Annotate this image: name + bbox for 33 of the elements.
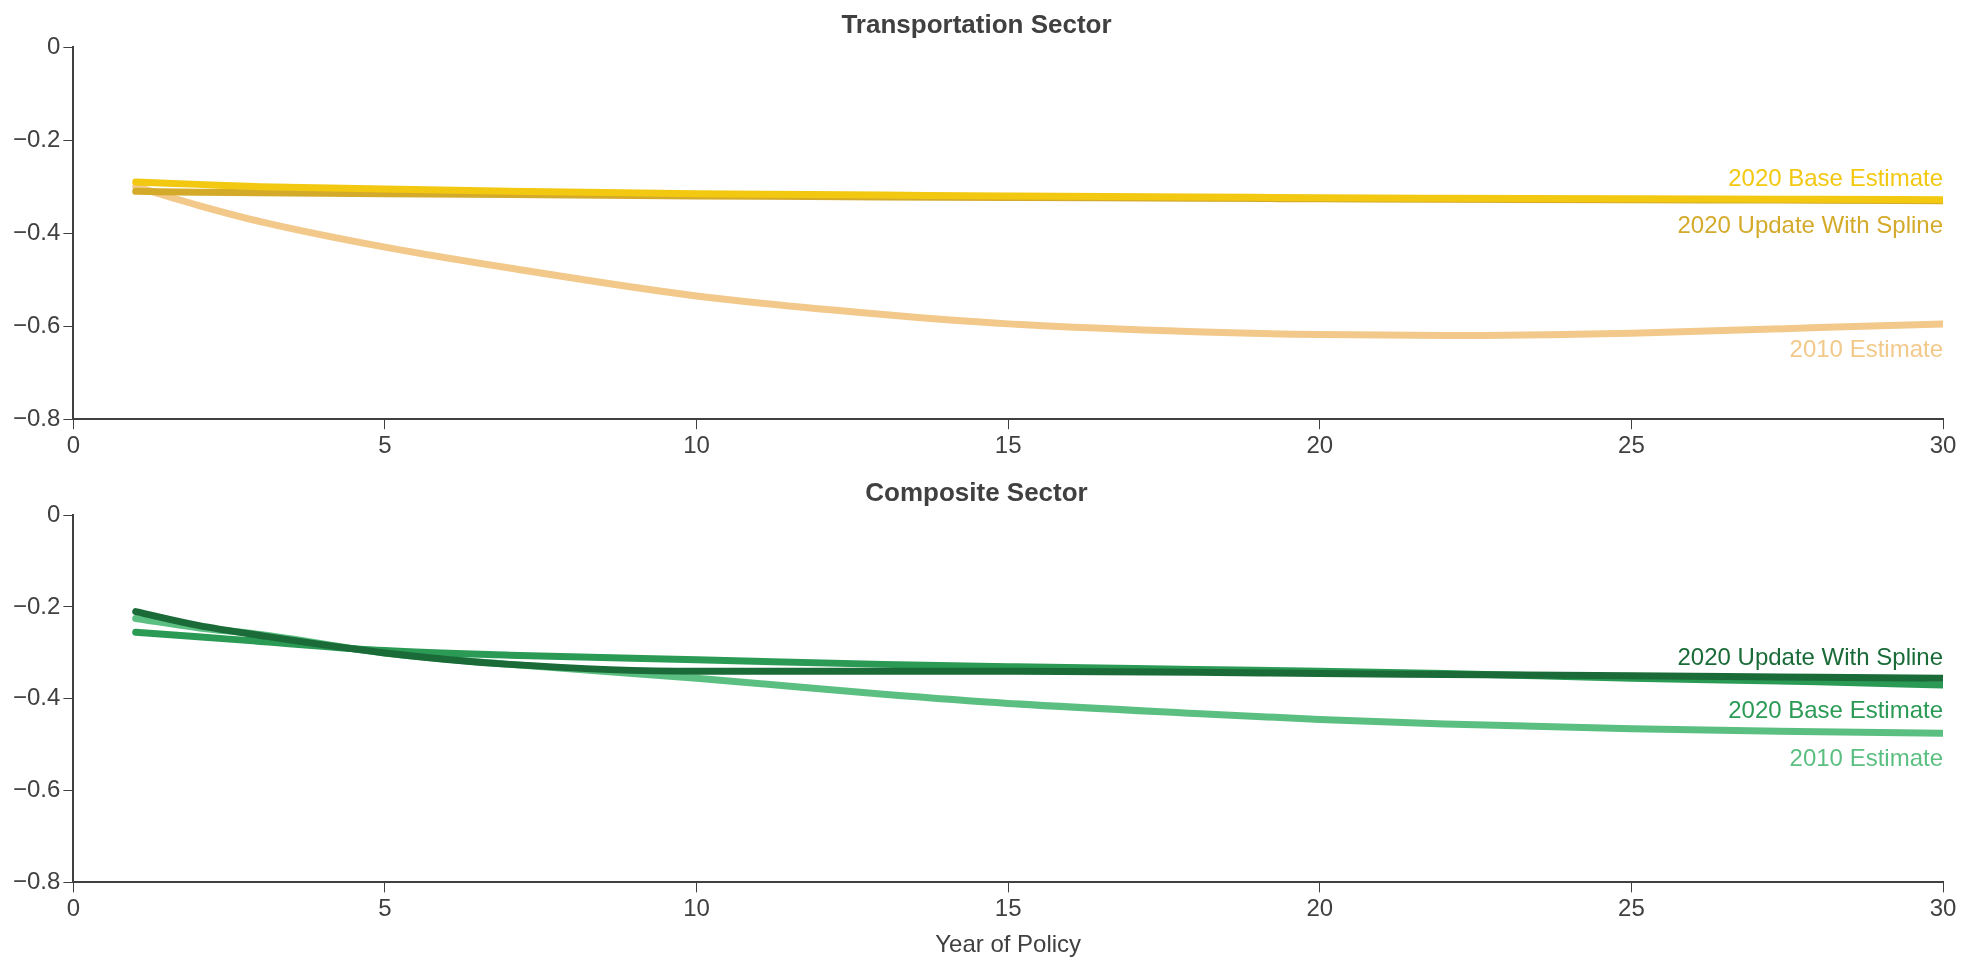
x-tick-label: 20 [1306,894,1334,922]
y-tick-label: −0.4 [12,217,61,245]
series-label: 2010 Estimate [1789,334,1943,362]
y-tick-label: −0.2 [12,124,61,152]
chart-title: Transportation Sector [841,8,1112,39]
x-tick-label: 20 [1306,431,1334,459]
x-tick-label: 25 [1618,431,1645,459]
x-tick-label: 0 [66,431,81,459]
x-tick-label: 30 [1929,894,1957,922]
y-tick-label: −0.4 [12,683,61,711]
y-tick-label: −0.6 [12,775,61,803]
y-tick-label: −0.8 [12,403,61,431]
x-tick-label: 10 [683,894,710,922]
x-tick-label: 30 [1929,431,1957,459]
series-label: 2020 Base Estimate [1728,164,1943,192]
series-label: 2020 Base Estimate [1728,695,1943,723]
y-tick-label: −0.8 [12,867,61,895]
x-axis-title: Year of Policy [935,930,1082,958]
series-label: 2020 Update With Spline [1677,211,1943,239]
y-tick-label: −0.6 [12,310,61,338]
x-tick-label: 10 [683,431,710,459]
series-label: 2010 Estimate [1789,743,1943,771]
y-tick-label: 0 [47,31,61,59]
chart-title: Composite Sector [865,476,1088,507]
x-tick-label: 15 [994,431,1022,459]
y-tick-label: −0.2 [12,591,61,619]
y-tick-label: 0 [47,499,61,527]
x-tick-label: 5 [378,894,392,922]
x-tick-label: 25 [1618,894,1645,922]
x-tick-label: 15 [994,894,1022,922]
x-tick-label: 5 [378,431,392,459]
x-tick-label: 0 [66,894,81,922]
series-label: 2020 Update With Spline [1677,642,1943,670]
